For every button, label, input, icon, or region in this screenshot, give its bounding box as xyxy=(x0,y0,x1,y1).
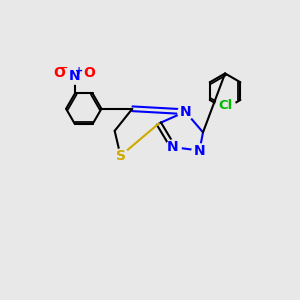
Text: N: N xyxy=(167,140,179,154)
Text: −: − xyxy=(59,63,69,73)
Text: N: N xyxy=(194,144,205,158)
Text: Cl: Cl xyxy=(218,99,232,112)
Text: N: N xyxy=(179,105,191,119)
Text: S: S xyxy=(116,149,126,163)
Text: N: N xyxy=(69,69,81,83)
Text: O: O xyxy=(54,67,65,80)
Text: O: O xyxy=(83,67,95,80)
Text: +: + xyxy=(75,66,83,76)
